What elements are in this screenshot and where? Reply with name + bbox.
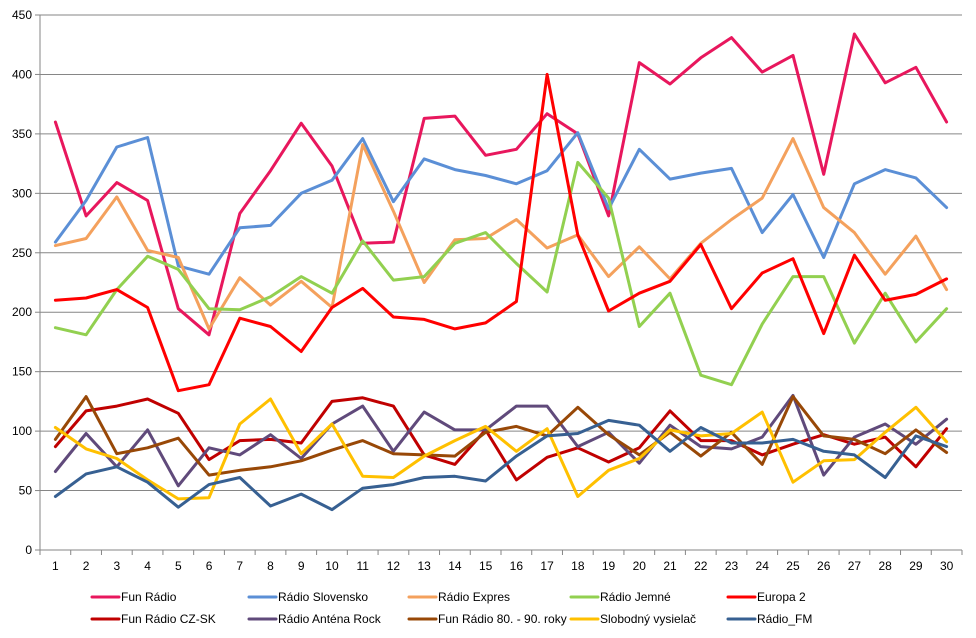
x-tick-label: 7 [236, 559, 243, 573]
x-axis-ticks: 1 2 3 4 5 6 7 8 9 10 11 12 13 14 15 16 17 18 19 20 21 22 23 24 2… [39, 550, 963, 573]
legend-label: Rádio Slovensko [278, 590, 368, 604]
series-line [53, 72, 949, 393]
x-tick-label: 19 [602, 559, 616, 573]
x-tick-label: 30 [940, 559, 954, 573]
y-tick-label: 150 [12, 365, 32, 379]
y-tick-label: 100 [12, 424, 32, 438]
legend-label: Fun Rádio CZ-SK [121, 612, 216, 626]
legend-label: Fun Rádio 80. - 90. roky [438, 612, 567, 626]
x-tick-label: 5 [175, 559, 182, 573]
series-line [53, 397, 949, 501]
x-tick-label: 21 [663, 559, 677, 573]
gridlines [40, 14, 962, 492]
x-tick-label: 22 [694, 559, 708, 573]
y-tick-label: 300 [12, 186, 32, 200]
x-tick-label: 6 [206, 559, 213, 573]
legend: Fun Rádio Rádio Slovensko Rádio Expres Rádi… [90, 590, 812, 626]
y-tick-label: 0 [25, 543, 32, 557]
x-tick-label: 25 [786, 559, 800, 573]
y-tick-label: 200 [12, 305, 32, 319]
series-line [53, 395, 949, 477]
legend-label: Rádio_FM [757, 612, 812, 626]
y-tick-label: 450 [12, 8, 32, 22]
x-tick-label: 26 [817, 559, 831, 573]
x-tick-label: 18 [571, 559, 585, 573]
y-tick-label: 250 [12, 246, 32, 260]
x-tick-label: 20 [633, 559, 647, 573]
x-tick-label: 1 [52, 559, 59, 573]
x-tick-label: 11 [356, 559, 369, 573]
series-line [53, 131, 949, 276]
x-tick-label: 2 [83, 559, 90, 573]
x-tick-label: 29 [909, 559, 923, 573]
series-line [53, 418, 949, 512]
y-tick-label: 50 [19, 484, 33, 498]
x-tick-label: 14 [448, 559, 462, 573]
series-line [53, 32, 949, 337]
x-tick-label: 4 [144, 559, 151, 573]
legend-label: Rádio Anténa Rock [278, 612, 382, 626]
x-tick-label: 15 [479, 559, 493, 573]
series-lines [53, 32, 949, 512]
series-line [53, 393, 949, 488]
legend-label: Fun Rádio [121, 590, 177, 604]
y-tick-label: 400 [12, 67, 32, 81]
legend-label: Europa 2 [757, 590, 806, 604]
x-tick-label: 10 [325, 559, 339, 573]
x-tick-label: 9 [298, 559, 305, 573]
legend-label: Rádio Jemné [600, 590, 671, 604]
x-tick-label: 12 [387, 559, 401, 573]
legend-label: Rádio Expres [438, 590, 510, 604]
x-tick-label: 24 [756, 559, 770, 573]
x-tick-label: 3 [113, 559, 120, 573]
series-line [53, 160, 949, 387]
legend-label: Slobodný vysielač [600, 612, 696, 626]
y-axis-ticks: 0 50 100 150 200 250 300 350 400 450 [12, 8, 40, 557]
x-tick-label: 23 [725, 559, 739, 573]
x-tick-label: 8 [267, 559, 274, 573]
x-tick-label: 17 [540, 559, 554, 573]
x-tick-label: 13 [417, 559, 431, 573]
series-line [53, 137, 949, 331]
y-tick-label: 350 [12, 127, 32, 141]
x-tick-label: 28 [878, 559, 892, 573]
x-tick-label: 16 [510, 559, 524, 573]
x-tick-label: 27 [848, 559, 862, 573]
